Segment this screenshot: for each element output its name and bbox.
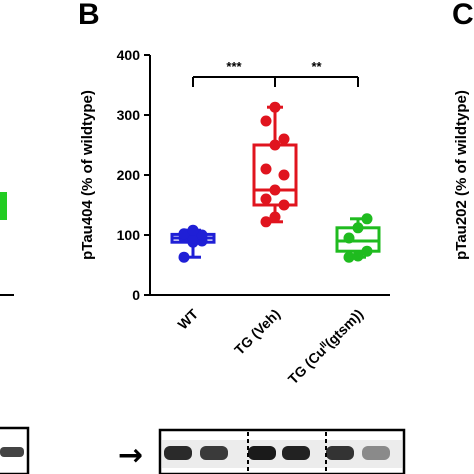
- data-point: [269, 211, 281, 223]
- box-plot-chart: pTau404 (% of wildtype) 0 100 200 300 400 **…: [79, 47, 390, 387]
- y-tick-label: 200: [117, 167, 141, 183]
- y-axis-title: pTau404 (% of wildtype): [79, 90, 96, 260]
- y-tick-label: 400: [117, 47, 141, 63]
- data-point: [178, 228, 190, 240]
- data-point: [361, 245, 373, 257]
- right-panel-fragment: pTau202 (% of wildtype): [453, 90, 470, 260]
- blot-band: [248, 446, 276, 460]
- x-category-label: WT: [174, 305, 201, 332]
- blot-band: [282, 446, 310, 460]
- significance-label: **: [311, 59, 322, 74]
- data-point: [269, 184, 281, 196]
- data-point: [269, 139, 281, 151]
- blot-bands: [164, 446, 390, 460]
- x-category-labels: WT TG (Veh)TG (CuII(gtsm)): [174, 305, 366, 387]
- data-point: [361, 213, 373, 225]
- box-iqr: [252, 143, 298, 207]
- y-ticks: 0 100 200 300 400: [117, 47, 150, 303]
- x-category-label: TG (CuII(gtsm)): [285, 306, 366, 387]
- left-legend-swatch: [0, 192, 7, 220]
- data-point: [278, 199, 290, 211]
- y-tick-label: 300: [117, 107, 141, 123]
- data-points: [178, 101, 373, 263]
- blot-band: [362, 446, 390, 460]
- western-blot: →: [118, 428, 406, 474]
- data-point: [178, 251, 190, 263]
- data-point: [260, 163, 272, 175]
- significance-label: ***: [226, 59, 242, 74]
- left-panel-fragment: [0, 192, 30, 474]
- panel-letter-b: B: [78, 0, 100, 31]
- data-point: [352, 250, 364, 262]
- data-point: [343, 232, 355, 244]
- data-point: [260, 216, 272, 228]
- data-point: [260, 193, 272, 205]
- data-point: [352, 222, 364, 234]
- blot-band: [200, 446, 228, 460]
- box-2: [252, 105, 298, 224]
- data-point: [278, 169, 290, 181]
- blot-band: [164, 446, 192, 460]
- data-point: [343, 251, 355, 263]
- blot-band: [326, 446, 354, 460]
- data-point: [278, 133, 290, 145]
- data-point: [187, 232, 199, 244]
- left-blot-band: [0, 447, 24, 457]
- y-tick-label: 0: [132, 287, 140, 303]
- x-category-label: TG (Veh): [231, 306, 283, 358]
- significance-brackets: *** **: [192, 59, 359, 87]
- data-point: [187, 224, 199, 236]
- panel-letter-c: C: [452, 0, 474, 31]
- blot-arrow: →: [118, 438, 143, 473]
- right-y-axis-title: pTau202 (% of wildtype): [453, 90, 470, 260]
- data-point: [260, 115, 272, 127]
- data-point: [196, 229, 208, 241]
- data-point: [269, 101, 281, 113]
- y-tick-label: 100: [117, 227, 141, 243]
